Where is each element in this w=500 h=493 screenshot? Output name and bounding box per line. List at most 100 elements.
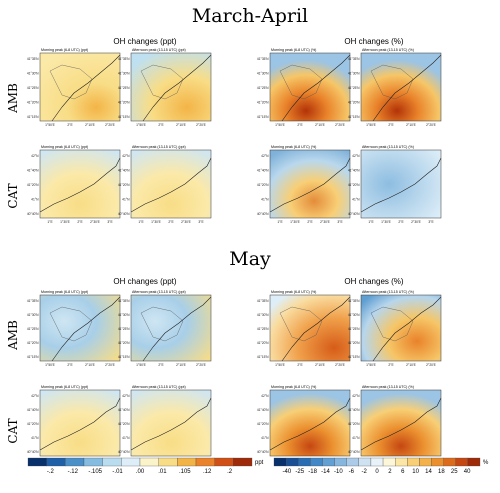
lon-tick-label: 2°10'E bbox=[315, 363, 325, 367]
field-shading bbox=[270, 295, 350, 361]
lat-tick-label: 42°N bbox=[122, 154, 130, 158]
lat-tick-label: 41°25'N bbox=[27, 86, 39, 90]
lat-tick-label: 42°N bbox=[31, 394, 39, 398]
panel-frame bbox=[269, 294, 351, 362]
lon-tick-label: 1°30'E bbox=[151, 220, 161, 224]
lat-tick-label: 41°20'N bbox=[348, 101, 360, 105]
group-title-ppt-1: OH changes (ppt) bbox=[113, 37, 176, 46]
colorbar-tick-label: 14 bbox=[425, 469, 432, 475]
colorbar-tick-label: -14 bbox=[321, 469, 330, 475]
colorbar-swatch bbox=[233, 457, 253, 467]
panel-frame bbox=[39, 52, 121, 122]
lon-tick-label: 2°10'E bbox=[315, 123, 325, 127]
lon-tick-label: 2°30'E bbox=[320, 220, 330, 224]
map-panel: Afternoon peak (13-15 UTC) (%) 42°N 41°40'… bbox=[348, 385, 442, 462]
lon-tick-label: 2°20'E bbox=[105, 123, 115, 127]
colorbar-swatch bbox=[322, 457, 335, 467]
lon-tick-label: 2°10'E bbox=[176, 123, 186, 127]
lat-tick-label: 41°40'N bbox=[348, 408, 360, 412]
map-panel: Morning peak (6-8 UTC) (ppt) 41°35'N 41°30… bbox=[27, 290, 121, 367]
group-title-ppt-2: OH changes (ppt) bbox=[113, 277, 176, 286]
colorbar-tick-label: -40 bbox=[283, 469, 292, 475]
lat-tick-label: 41°N bbox=[122, 198, 130, 202]
lon-tick-label: 2°E bbox=[67, 123, 73, 127]
lat-tick-label: 41°N bbox=[31, 198, 39, 202]
colorbar-swatch bbox=[346, 457, 359, 467]
field-shading bbox=[131, 295, 211, 361]
colorbar-swatch bbox=[395, 457, 408, 467]
panel-title: Morning peak (6-8 UTC) (%) bbox=[271, 48, 316, 52]
lon-tick-label: 3°E bbox=[337, 220, 343, 224]
panel-frame bbox=[360, 389, 442, 457]
lat-tick-label: 40°40'N bbox=[27, 212, 39, 216]
field-shading bbox=[40, 53, 120, 121]
panel-title: Morning peak (6-8 UTC) (%) bbox=[271, 145, 316, 149]
panel-frame bbox=[360, 52, 442, 122]
colorbar-swatch bbox=[407, 457, 420, 467]
lon-tick-label: 1°50'E bbox=[45, 123, 55, 127]
lat-tick-label: 41°25'N bbox=[257, 327, 269, 331]
panel-title: Afternoon peak (13-15 UTC) (ppt) bbox=[132, 385, 186, 389]
lat-tick-label: 41°N bbox=[352, 198, 360, 202]
lon-tick-label: 3°E bbox=[198, 220, 204, 224]
map-panels: Morning peak (6-8 UTC) (ppt) 41°35'N 41°30… bbox=[27, 48, 442, 462]
lon-tick-label: 2°E bbox=[307, 220, 313, 224]
colorbar-swatch bbox=[419, 457, 432, 467]
coastline bbox=[51, 54, 121, 122]
panel-frame bbox=[269, 389, 351, 457]
lon-tick-label: 1°50'E bbox=[275, 363, 285, 367]
lon-tick-label: 1°E bbox=[47, 220, 53, 224]
panel-frame bbox=[269, 52, 351, 122]
field-shading bbox=[40, 295, 120, 361]
panel-title: Afternoon peak (13-15 UTC) (ppt) bbox=[132, 48, 186, 52]
coastline bbox=[281, 54, 351, 122]
lat-tick-label: 41°15'N bbox=[27, 115, 39, 119]
map-panel: Morning peak (6-8 UTC) (%) 41°35'N 41°30'N… bbox=[257, 48, 351, 127]
lon-tick-label: 2°E bbox=[67, 363, 73, 367]
panel-frame bbox=[360, 294, 442, 362]
field-shading bbox=[131, 53, 211, 121]
lon-tick-label: 2°E bbox=[398, 220, 404, 224]
colorbar-tick-label: .2 bbox=[227, 469, 233, 475]
lat-tick-label: 40°40'N bbox=[257, 450, 269, 454]
lat-tick-label: 41°15'N bbox=[118, 115, 130, 119]
lon-tick-label: 2°E bbox=[388, 123, 394, 127]
map-panel: Afternoon peak (13-15 UTC) (ppt) 42°N 41°4… bbox=[118, 385, 212, 462]
lat-tick-label: 42°N bbox=[261, 154, 269, 158]
panel-title: Afternoon peak (13-15 UTC) (%) bbox=[362, 145, 414, 149]
lon-tick-label: 2°20'E bbox=[335, 363, 345, 367]
lat-tick-label: 42°N bbox=[122, 394, 130, 398]
colorbar-tick-label: -18 bbox=[308, 469, 317, 475]
lon-tick-label: 2°E bbox=[168, 220, 174, 224]
group-title-pct-1: OH changes (%) bbox=[344, 37, 403, 46]
lon-tick-label: 2°10'E bbox=[85, 123, 95, 127]
lat-tick-label: 41°N bbox=[352, 436, 360, 440]
row-label-amb-2: AMB bbox=[6, 320, 20, 351]
colorbar-swatch bbox=[431, 457, 444, 467]
lat-tick-label: 41°35'N bbox=[348, 57, 360, 61]
panel-title: Morning peak (6-8 UTC) (ppt) bbox=[41, 385, 88, 389]
colorbar-tick-label: .105 bbox=[179, 469, 191, 475]
colorbar-swatch bbox=[443, 457, 456, 467]
lat-tick-label: 41°35'N bbox=[27, 299, 39, 303]
map-panel: Afternoon peak (13-15 UTC) (%) 42°N 41°40'… bbox=[348, 145, 442, 224]
lat-tick-label: 42°N bbox=[261, 394, 269, 398]
lat-tick-label: 40°40'N bbox=[118, 212, 130, 216]
coastline bbox=[142, 54, 212, 122]
lon-tick-label: 2°E bbox=[388, 363, 394, 367]
lat-tick-label: 41°15'N bbox=[348, 115, 360, 119]
lon-tick-label: 2°30'E bbox=[181, 220, 191, 224]
row-label-amb-1: AMB bbox=[6, 83, 20, 114]
lon-tick-label: 2°10'E bbox=[85, 363, 95, 367]
colorbar-swatch bbox=[158, 457, 178, 467]
panel-title: Afternoon peak (13-15 UTC) (ppt) bbox=[132, 145, 186, 149]
colorbar-tick-label: .12 bbox=[203, 469, 212, 475]
colorbar-swatch bbox=[455, 457, 469, 467]
lon-tick-label: 1°50'E bbox=[136, 123, 146, 127]
map-panel: Afternoon peak (13-15 UTC) (%) 41°35'N 41°… bbox=[348, 290, 442, 367]
section-title-may: May bbox=[229, 248, 271, 270]
lat-tick-label: 41°15'N bbox=[27, 355, 39, 359]
map-panel: Morning peak (6-8 UTC) (ppt) 42°N 41°40'N 4… bbox=[27, 385, 121, 462]
field-shading bbox=[270, 390, 350, 456]
colorbar-ppt: -.2 -.12 -.105 -.01 .00 .01 .105 .12 .2 ppt bbox=[27, 457, 264, 475]
